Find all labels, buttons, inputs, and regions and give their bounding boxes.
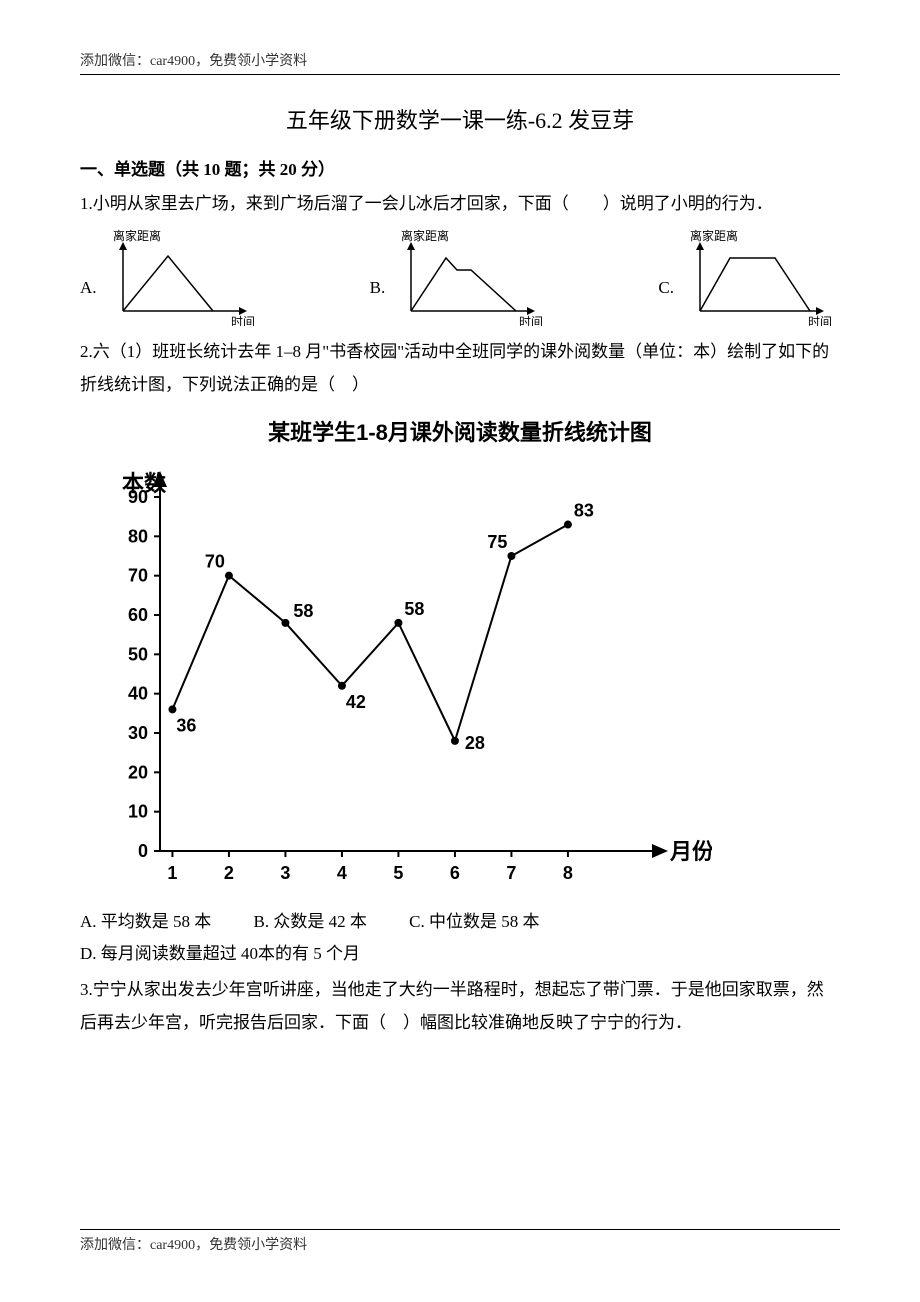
svg-text:80: 80 (128, 526, 148, 546)
svg-text:10: 10 (128, 802, 148, 822)
svg-text:6: 6 (450, 863, 460, 883)
svg-text:0: 0 (138, 841, 148, 861)
svg-text:58: 58 (404, 599, 424, 619)
svg-text:83: 83 (574, 500, 594, 520)
svg-text:58: 58 (293, 601, 313, 621)
svg-text:20: 20 (128, 762, 148, 782)
q1-graph-a: 离家距离 时间 (103, 226, 263, 326)
svg-text:时间: 时间 (231, 315, 255, 326)
svg-text:60: 60 (128, 605, 148, 625)
q2-option-d[interactable]: D. 每月阅读数量超过 40本的有 5 个月 (80, 938, 360, 970)
svg-text:离家距离: 离家距离 (113, 228, 161, 243)
q2-option-a[interactable]: A. 平均数是 58 本 (80, 906, 211, 938)
q1-option-b[interactable]: B. 离家距离 时间 (370, 226, 552, 326)
question-2-options: A. 平均数是 58 本 B. 众数是 42 本 C. 中位数是 58 本 D.… (80, 906, 840, 971)
svg-text:时间: 时间 (519, 315, 543, 326)
option-letter-b: B. (370, 278, 386, 298)
header-rule (80, 74, 840, 75)
svg-text:70: 70 (128, 566, 148, 586)
q1-graph-c: 离家距离 时间 (680, 226, 840, 326)
section-heading: 一、单选题（共 10 题；共 20 分） (80, 155, 840, 180)
q1-option-a[interactable]: A. 离家距离 时间 (80, 226, 263, 326)
q2-chart-title: 某班学生1-8月课外阅读数量折线统计图 (80, 415, 840, 447)
svg-text:3: 3 (280, 863, 290, 883)
footer-rule (80, 1229, 840, 1230)
svg-text:50: 50 (128, 644, 148, 664)
question-2-text: 2.六（1）班班长统计去年 1–8 月"书香校园"活动中全班同学的课外阅数量（单… (80, 336, 840, 401)
svg-text:30: 30 (128, 723, 148, 743)
document-title: 五年级下册数学一课一练-6.2 发豆芽 (80, 103, 840, 135)
svg-text:28: 28 (465, 733, 485, 753)
q2-chart: 本数月份010203040506070809012345678367058425… (72, 451, 840, 906)
question-3-text: 3.宁宁从家出发去少年宫听讲座，当他走了大约一半路程时，想起忘了带门票．于是他回… (80, 974, 840, 1039)
q1-graph-b: 离家距离 时间 (391, 226, 551, 326)
option-letter-a: A. (80, 278, 97, 298)
q2-option-b[interactable]: B. 众数是 42 本 (254, 906, 367, 938)
q1-option-c[interactable]: C. 离家距离 时间 (658, 226, 840, 326)
svg-text:8: 8 (563, 863, 573, 883)
svg-text:离家距离: 离家距离 (401, 228, 449, 243)
q2-option-c[interactable]: C. 中位数是 58 本 (409, 906, 539, 938)
question-1-text: 1.小明从家里去广场，来到广场后溜了一会儿冰后才回家，下面（ ）说明了小明的行为… (80, 188, 840, 220)
option-letter-c: C. (658, 278, 674, 298)
svg-text:1: 1 (167, 863, 177, 883)
svg-text:时间: 时间 (808, 315, 832, 326)
svg-text:75: 75 (487, 532, 507, 552)
svg-text:7: 7 (506, 863, 516, 883)
svg-text:离家距离: 离家距离 (690, 228, 738, 243)
footer-note: 添加微信：car4900，免费领小学资料 (80, 1234, 307, 1254)
svg-text:36: 36 (176, 715, 196, 735)
svg-text:90: 90 (128, 487, 148, 507)
question-1-options: A. 离家距离 时间 B. 离家距离 时间 (80, 226, 840, 326)
svg-text:40: 40 (128, 684, 148, 704)
svg-text:70: 70 (205, 552, 225, 572)
svg-text:月份: 月份 (669, 839, 712, 864)
svg-text:2: 2 (224, 863, 234, 883)
header-note: 添加微信：car4900，免费领小学资料 (80, 50, 840, 70)
svg-text:5: 5 (393, 863, 403, 883)
svg-text:4: 4 (337, 863, 347, 883)
svg-text:42: 42 (346, 692, 366, 712)
